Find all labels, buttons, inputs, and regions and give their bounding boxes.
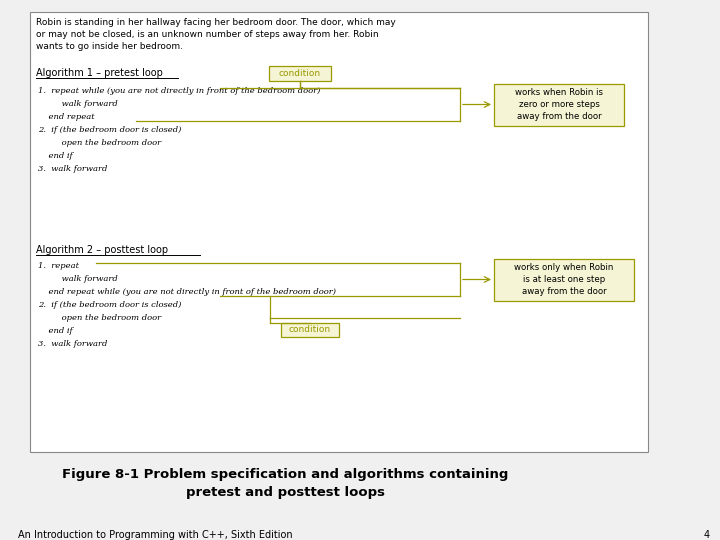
Text: Figure 8-1 Problem specification and algorithms containing
pretest and posttest : Figure 8-1 Problem specification and alg… — [62, 468, 508, 499]
Text: 2.  if (the bedroom door is closed): 2. if (the bedroom door is closed) — [38, 126, 181, 134]
Text: condition: condition — [279, 69, 321, 78]
Text: 4: 4 — [704, 530, 710, 540]
Text: end repeat: end repeat — [38, 113, 94, 121]
Text: Algorithm 2 – posttest loop: Algorithm 2 – posttest loop — [36, 245, 168, 255]
Bar — [494, 259, 634, 300]
Text: open the bedroom door: open the bedroom door — [38, 139, 161, 147]
Text: Algorithm 1 – pretest loop: Algorithm 1 – pretest loop — [36, 68, 163, 78]
Text: 2.  if (the bedroom door is closed): 2. if (the bedroom door is closed) — [38, 301, 181, 309]
Bar — [281, 323, 339, 337]
Text: 3.  walk forward: 3. walk forward — [38, 165, 107, 173]
Text: walk forward: walk forward — [38, 275, 118, 283]
Text: end repeat while (you are not directly in front of the bedroom door): end repeat while (you are not directly i… — [38, 288, 336, 296]
Bar — [30, 12, 648, 452]
Text: An Introduction to Programming with C++, Sixth Edition: An Introduction to Programming with C++,… — [18, 530, 292, 540]
Text: walk forward: walk forward — [38, 100, 118, 108]
Text: 1.  repeat: 1. repeat — [38, 262, 79, 270]
Text: works when Robin is
zero or more steps
away from the door: works when Robin is zero or more steps a… — [515, 88, 603, 121]
Text: works only when Robin
is at least one step
away from the door: works only when Robin is at least one st… — [514, 263, 613, 296]
Text: condition: condition — [289, 326, 331, 334]
Text: 1.  repeat while (you are not directly in front of the bedroom door): 1. repeat while (you are not directly in… — [38, 87, 320, 95]
Text: open the bedroom door: open the bedroom door — [38, 314, 161, 322]
Text: 3.  walk forward: 3. walk forward — [38, 340, 107, 348]
Text: end if: end if — [38, 327, 73, 335]
Bar — [494, 84, 624, 125]
Text: Robin is standing in her hallway facing her bedroom door. The door, which may
or: Robin is standing in her hallway facing … — [36, 18, 396, 51]
Bar — [269, 65, 331, 80]
Text: end if: end if — [38, 152, 73, 160]
